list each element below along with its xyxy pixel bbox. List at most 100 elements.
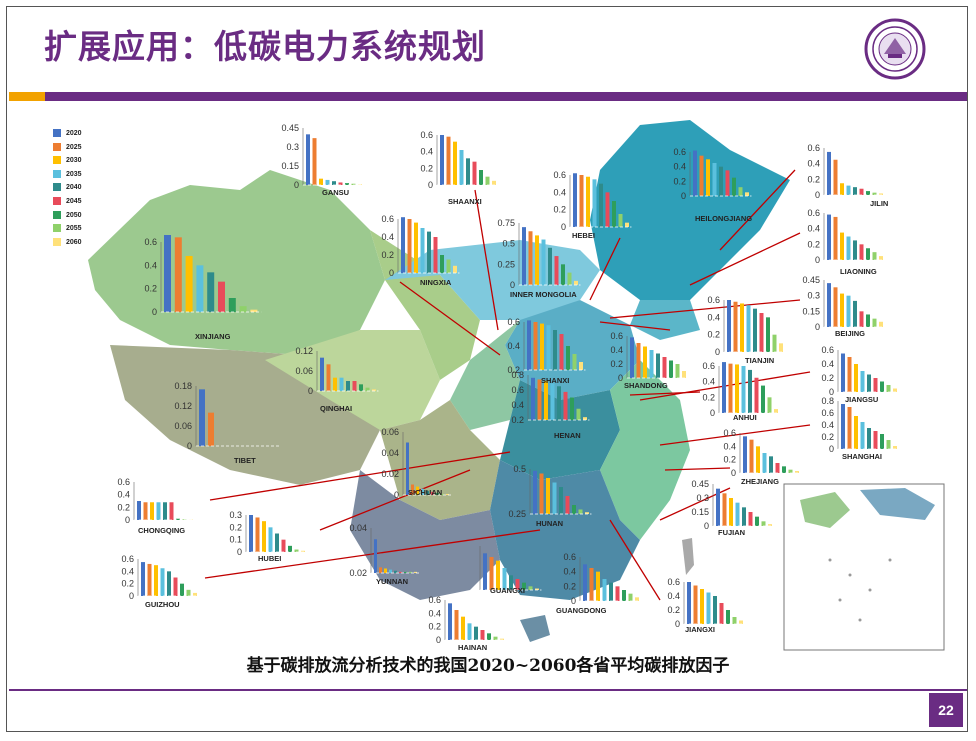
chart-bar <box>414 571 417 573</box>
region-liaoning <box>630 300 700 340</box>
chart-bar <box>527 320 531 370</box>
chart-tick-label: 0.4 <box>117 490 130 500</box>
chart-bar <box>401 217 405 273</box>
chart-bar <box>840 293 844 327</box>
chart-tick-label: 0 <box>237 547 242 557</box>
chart-province-label: JIANGSU <box>845 395 878 404</box>
chart-bar <box>649 350 654 378</box>
chart-bar <box>767 397 772 413</box>
chart-bar <box>866 314 870 327</box>
chart-bar <box>759 313 764 352</box>
chart-bar <box>281 539 286 552</box>
chart-bar <box>748 512 753 526</box>
chart-bar <box>712 163 717 196</box>
province-chart: 0.6 0.4 0.2 0 HEBEI <box>553 170 632 240</box>
region-south-central <box>490 460 640 600</box>
region-gansu-ningxia <box>370 230 480 380</box>
chart-tick-label: 0.4 <box>144 260 157 270</box>
chart-tick-label: 0.12 <box>174 401 192 411</box>
chart-bar <box>559 334 564 370</box>
chart-bar <box>268 527 273 552</box>
legend-swatch <box>53 237 61 246</box>
chart-bar <box>199 389 205 446</box>
chart-bar <box>738 187 743 196</box>
chart-bar <box>741 366 746 413</box>
chart-bar <box>414 222 418 273</box>
chart-bar <box>467 623 472 640</box>
province-chart: 0.8 0.6 0.4 0.2 0 SHANGHAI <box>821 396 900 461</box>
chart-province-label: BEIJING <box>835 329 865 338</box>
chart-bar <box>867 374 871 392</box>
chart-bar <box>472 161 477 185</box>
chart-province-label: GUANGXI <box>490 586 525 595</box>
chart-tick-label: 0.4 <box>553 187 566 197</box>
chart-province-label: HUNAN <box>536 519 563 528</box>
chart-bar <box>713 596 717 624</box>
chart-bar <box>160 568 165 596</box>
legend-swatch <box>53 224 61 233</box>
legend-label: 2055 <box>66 225 82 233</box>
chart-bar <box>854 364 858 392</box>
chart-tick-label: 0.4 <box>807 159 820 169</box>
chart-bar <box>480 630 485 640</box>
chart-bar <box>533 470 537 514</box>
chart-bar <box>409 571 412 573</box>
chart-tick-label: 0.2 <box>420 163 433 173</box>
chart-bar <box>706 159 710 196</box>
chart-tick-label: 0.5 <box>513 464 526 474</box>
chart-bar <box>754 377 759 413</box>
chart-tick-label: 0.6 <box>144 237 157 247</box>
chart-tick-label: 0.6 <box>673 147 686 157</box>
chart-bar <box>459 150 464 185</box>
chart-bar <box>755 516 759 526</box>
chart-bar <box>860 422 865 449</box>
chart-bar <box>164 235 171 312</box>
chart-bar <box>306 134 310 185</box>
legend-label: 2025 <box>66 143 82 151</box>
chart-bar <box>749 439 754 473</box>
chart-bar <box>739 620 743 624</box>
chart-tick-label: 0.6 <box>610 331 623 341</box>
chart-bar <box>788 469 793 473</box>
chart-tick-label: 0.6 <box>807 143 820 153</box>
chart-bar <box>635 597 639 601</box>
chart-bar <box>441 493 444 495</box>
chart-bar <box>726 610 730 624</box>
chart-bar <box>840 183 844 195</box>
chart-bar <box>550 383 555 420</box>
chart-province-label: GUANGDONG <box>556 606 607 615</box>
chart-tick-label: 0.2 <box>511 415 524 425</box>
chart-bar <box>706 592 711 624</box>
chart-province-label: TIANJIN <box>745 356 774 365</box>
province-chart: 0.6 0.4 0.2 0 XINJIANG <box>144 235 262 341</box>
footer-divider <box>9 689 967 691</box>
chart-bar <box>795 471 799 473</box>
chart-tick-label: 0.6 <box>821 408 834 418</box>
chart-bar <box>359 384 363 391</box>
chart-tick-label: 0 <box>125 515 130 525</box>
chart-bar <box>404 571 407 573</box>
chart-tick-label: 0.2 <box>507 365 520 375</box>
legend-item: 2025 <box>53 142 82 153</box>
chart-tick-label: 0.15 <box>281 161 299 171</box>
chart-tick-label: 0 <box>710 408 715 418</box>
chart-tick-label: 0.45 <box>802 275 820 285</box>
chart-bar <box>872 252 877 260</box>
chart-bar <box>753 308 757 352</box>
slide-frame <box>6 6 968 732</box>
chart-tick-label: 0.2 <box>723 455 736 465</box>
chart-tick-label: 0.2 <box>667 605 680 615</box>
chart-bar <box>733 301 738 352</box>
header-accent-bar <box>9 92 45 101</box>
chart-tick-label: 0.4 <box>121 566 134 576</box>
chart-tick-label: 0 <box>681 191 686 201</box>
chart-tick-label: 0.2 <box>144 284 157 294</box>
region-henan-hubei <box>500 380 620 480</box>
chart-bar <box>546 325 551 370</box>
chart-bar <box>729 498 733 526</box>
chart-bar <box>732 617 737 624</box>
province-chart: 0.6 0.4 0.2 0 SHAANXI <box>420 130 499 206</box>
chart-bar <box>180 583 184 596</box>
chart-bar <box>169 502 174 520</box>
chart-bar <box>853 300 857 327</box>
